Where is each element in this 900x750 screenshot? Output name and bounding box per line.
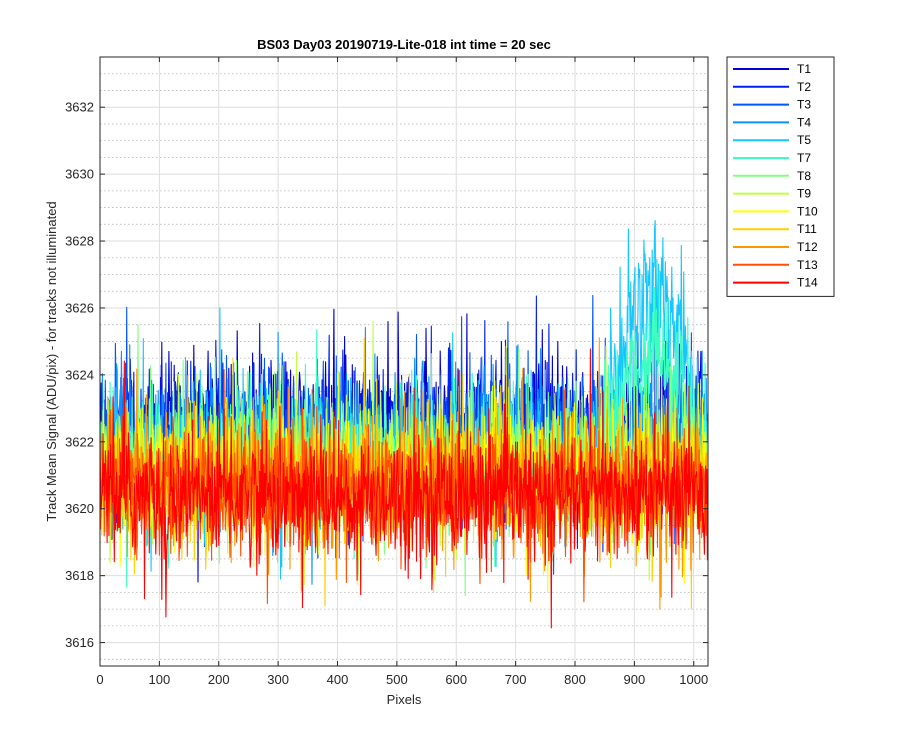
series-group — [100, 220, 708, 629]
x-axis-label: Pixels — [387, 692, 422, 707]
x-tick-label: 900 — [624, 672, 646, 687]
plot-area: 0 100 200 300 400 500 600 700 800 900 1000 3616 3618… — [65, 56, 709, 687]
x-tick-label: 800 — [564, 672, 586, 687]
legend-label: T14 — [797, 276, 818, 290]
x-tick-label: 500 — [386, 672, 408, 687]
x-tick-label: 1000 — [679, 672, 708, 687]
legend-label: T11 — [797, 222, 817, 236]
legend: T1 T2 T3 T4 T5 T7 T8 T9 T10 T11 T12 T13 T14 — [726, 56, 835, 297]
y-tick-label: 3624 — [65, 367, 94, 382]
axes-frame — [99, 56, 709, 667]
series-line-t14 — [100, 348, 708, 629]
x-tick-label: 400 — [327, 672, 349, 687]
legend-label: T13 — [797, 258, 818, 272]
y-tick-label: 3632 — [65, 100, 94, 115]
legend-label: T12 — [797, 240, 818, 254]
y-tick-label: 3622 — [65, 434, 94, 449]
y-tick-label: 3618 — [65, 568, 94, 583]
chart-title: BS03 Day03 20190719-Lite-018 int time = … — [257, 37, 551, 52]
legend-label: T1 — [797, 62, 811, 76]
x-tick-label: 300 — [267, 672, 289, 687]
x-tick-label: 600 — [445, 672, 467, 687]
legend-label: T8 — [797, 169, 811, 183]
x-tick-label: 200 — [208, 672, 230, 687]
y-tick-label: 3616 — [65, 635, 94, 650]
legend-label: T3 — [797, 98, 811, 112]
y-axis-label: Track Mean Signal (ADU/pix) - for tracks… — [44, 201, 59, 521]
x-tick-label: 0 — [96, 672, 103, 687]
x-tick-label: 700 — [505, 672, 527, 687]
y-tick-label: 3620 — [65, 501, 94, 516]
legend-label: T4 — [797, 115, 811, 129]
y-tick-label: 3628 — [65, 234, 94, 249]
legend-label: T5 — [797, 133, 811, 147]
legend-label: T10 — [797, 204, 818, 218]
y-tick-label: 3626 — [65, 300, 94, 315]
plot-background — [100, 57, 708, 666]
legend-label: T9 — [797, 187, 811, 201]
legend-label: T2 — [797, 80, 811, 94]
y-tick-label: 3630 — [65, 167, 94, 182]
legend-label: T7 — [797, 151, 811, 165]
x-tick-label: 100 — [149, 672, 171, 687]
